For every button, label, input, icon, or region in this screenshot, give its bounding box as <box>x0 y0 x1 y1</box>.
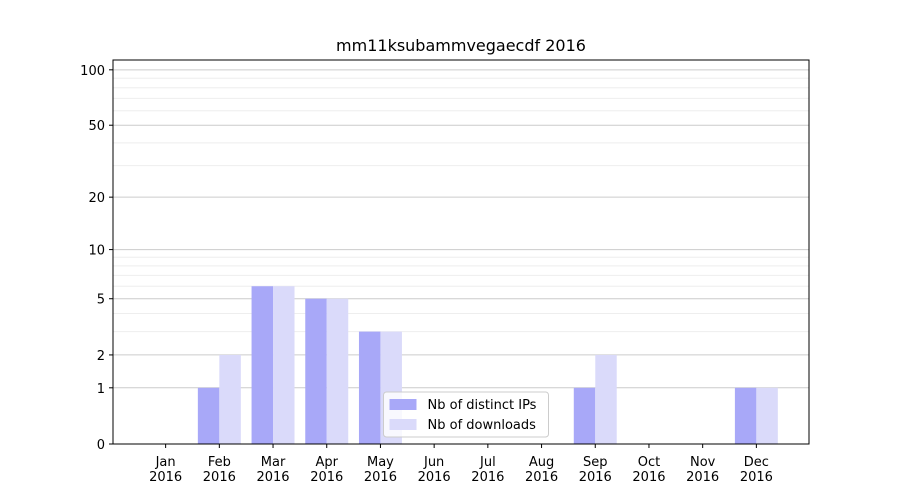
x-tick-label: Oct <box>638 455 660 470</box>
bar <box>305 298 327 444</box>
x-tick-label: Jul <box>479 455 496 470</box>
bar <box>219 354 241 444</box>
x-tick-label: 2016 <box>310 470 343 485</box>
x-tick-label: 2016 <box>418 470 451 485</box>
x-tick-label: Aug <box>529 455 554 470</box>
x-tick-label: Apr <box>315 455 338 470</box>
x-tick-label: 2016 <box>364 470 397 485</box>
y-tick-label: 10 <box>88 244 105 259</box>
x-tick-label: 2016 <box>525 470 558 485</box>
x-tick-label: 2016 <box>740 470 773 485</box>
bar <box>326 298 349 444</box>
legend-label: Nb of distinct IPs <box>428 398 537 413</box>
bar <box>251 286 274 444</box>
bar <box>595 354 617 444</box>
x-tick-label: 2016 <box>471 470 504 485</box>
bar <box>573 387 596 444</box>
x-tick-label: 2016 <box>203 470 236 485</box>
x-tick-label: Sep <box>583 455 608 470</box>
x-tick-label: Dec <box>744 455 769 470</box>
x-tick-label: May <box>367 455 394 470</box>
chart-title: mm11ksubammvegaecdf 2016 <box>336 36 586 55</box>
legend-swatch <box>389 419 417 430</box>
x-tick-label: 2016 <box>149 470 182 485</box>
x-tick-label: Jan <box>155 455 176 470</box>
x-tick-label: Nov <box>690 455 716 470</box>
plot-frame <box>112 59 810 445</box>
x-tick-label: Mar <box>261 455 286 470</box>
x-tick-label: 2016 <box>579 470 612 485</box>
legend-label: Nb of downloads <box>428 418 537 433</box>
legend-box <box>383 391 549 438</box>
bar <box>358 331 381 444</box>
x-tick-label: 2016 <box>256 470 289 485</box>
bar <box>197 387 220 444</box>
y-tick-label: 5 <box>97 293 105 308</box>
y-tick-label: 1 <box>97 382 105 397</box>
y-tick-label: 2 <box>97 349 105 364</box>
x-tick-label: 2016 <box>686 470 719 485</box>
bar <box>734 387 757 444</box>
bar <box>273 286 295 444</box>
legend-swatch <box>389 399 417 410</box>
y-tick-label: 100 <box>80 64 105 79</box>
y-tick-label: 0 <box>97 438 105 453</box>
y-tick-label: 20 <box>88 191 105 206</box>
x-tick-label: 2016 <box>632 470 665 485</box>
y-tick-label: 50 <box>88 119 105 134</box>
x-tick-label: Jun <box>423 455 444 470</box>
x-tick-label: Feb <box>208 455 231 470</box>
bar <box>756 387 778 444</box>
